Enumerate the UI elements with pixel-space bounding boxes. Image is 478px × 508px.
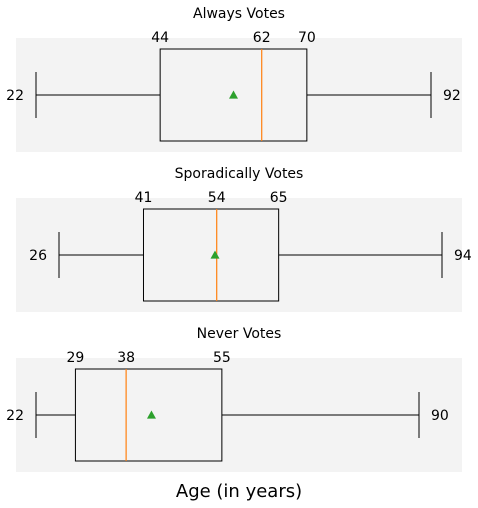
panel-title: Always Votes xyxy=(193,6,285,22)
iqr-box xyxy=(159,48,308,142)
q3-label: 70 xyxy=(298,30,316,46)
q3-label: 55 xyxy=(213,350,231,366)
median-label: 62 xyxy=(253,30,271,46)
median-label: 54 xyxy=(208,190,226,206)
panel-2: Never Votes 22 90 29 38 55 xyxy=(6,326,462,472)
panel-1: Sporadically Votes 26 94 41 54 65 xyxy=(16,166,472,312)
max-label: 90 xyxy=(431,408,449,424)
q1-label: 29 xyxy=(67,350,85,366)
iqr-box xyxy=(74,368,223,462)
median-label: 38 xyxy=(117,350,135,366)
panel-title: Sporadically Votes xyxy=(175,166,304,182)
min-label: 22 xyxy=(6,408,24,424)
x-axis-label: Age (in years) xyxy=(176,481,302,502)
q1-label: 44 xyxy=(151,30,169,46)
mean-marker xyxy=(146,410,156,419)
q3-label: 65 xyxy=(270,190,288,206)
panel-0: Always Votes 22 92 44 62 70 xyxy=(6,6,462,152)
mean-marker xyxy=(210,250,220,259)
iqr-box xyxy=(142,208,280,302)
max-label: 92 xyxy=(443,88,461,104)
min-label: 26 xyxy=(29,248,47,264)
panels-group: Always Votes 22 92 44 62 70 Sporadically Votes… xyxy=(6,6,472,472)
panel-title: Never Votes xyxy=(197,326,282,342)
q1-label: 41 xyxy=(135,190,153,206)
min-label: 22 xyxy=(6,88,24,104)
mean-marker xyxy=(229,90,238,99)
max-label: 94 xyxy=(454,248,472,264)
